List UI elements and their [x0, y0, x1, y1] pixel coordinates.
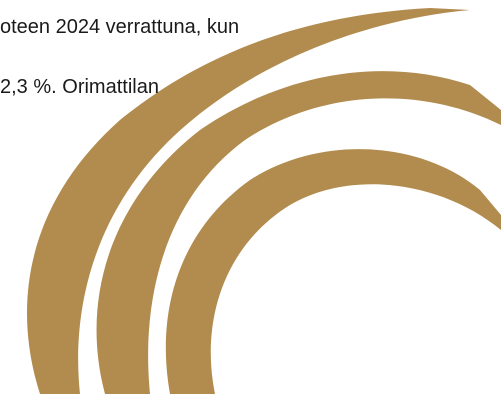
paragraph-line-1: oteen 2024 verrattuna, kun [0, 16, 240, 38]
paragraph-line-2: 2,3 %. Orimattilan [0, 76, 159, 98]
swirl-ribbon-inner [165, 149, 501, 394]
swirl-ribbon-outer [26, 8, 471, 394]
swirl-ribbon-middle [96, 71, 501, 394]
